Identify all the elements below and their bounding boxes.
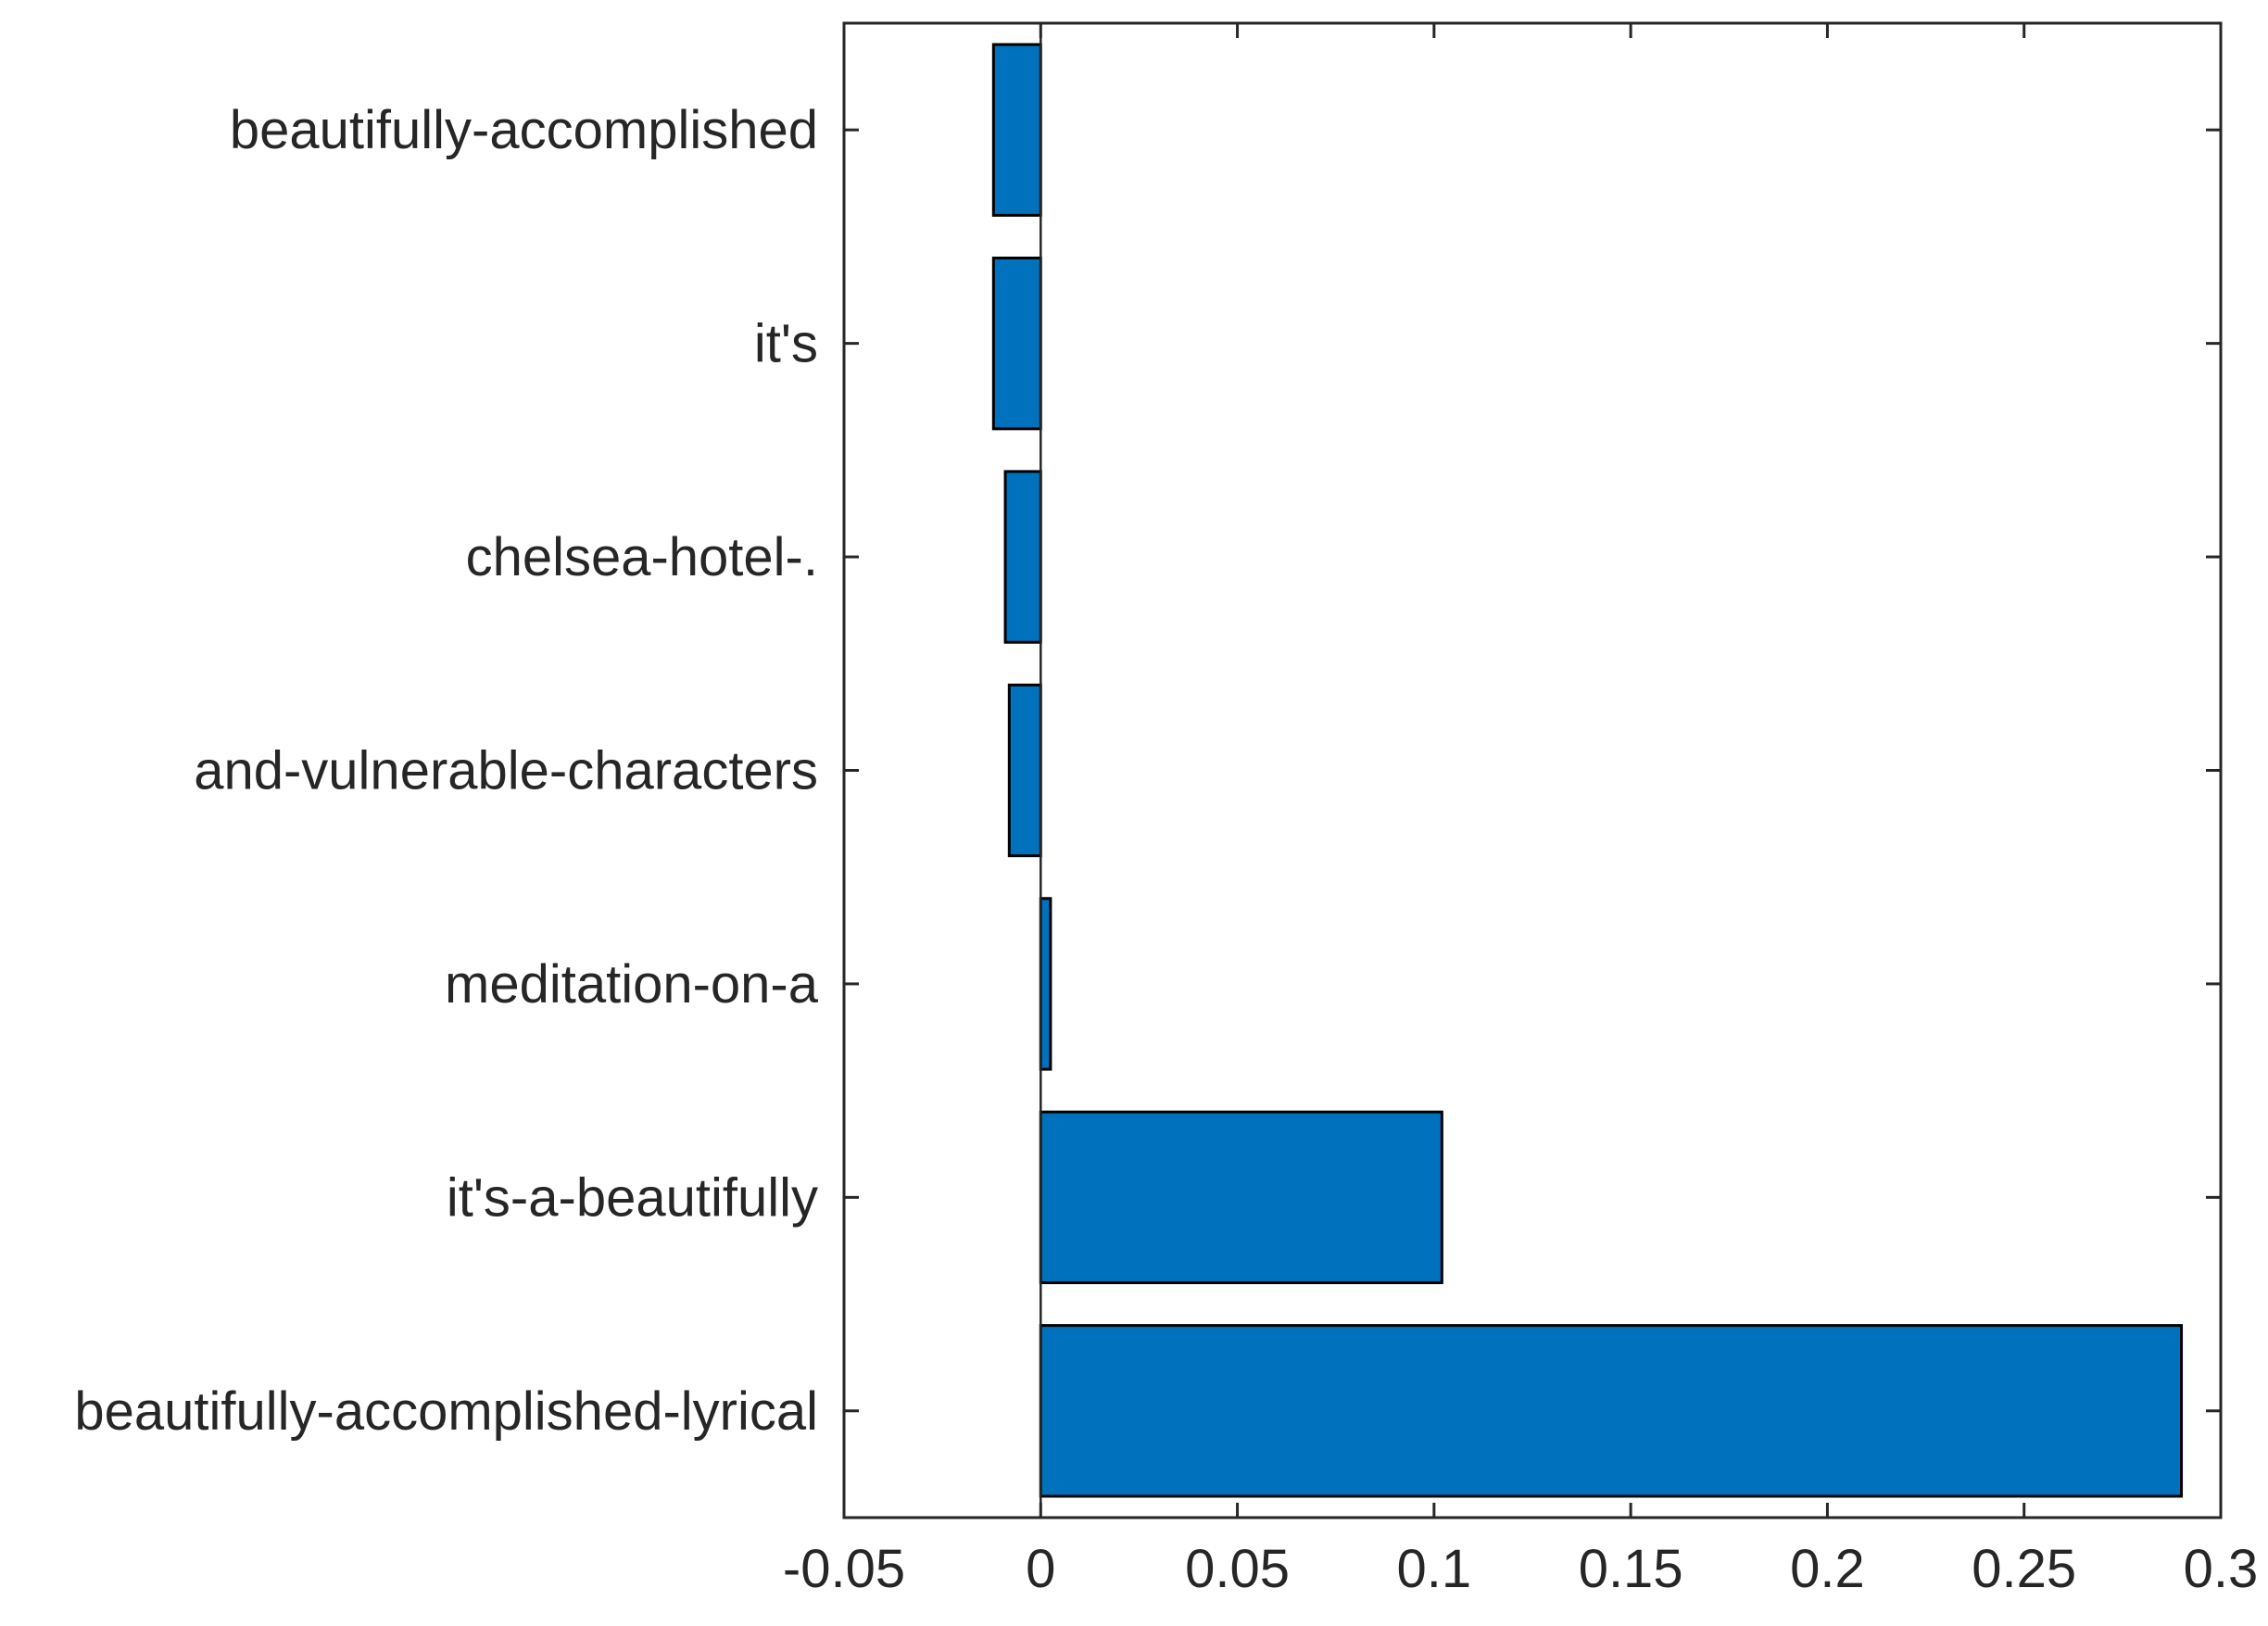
- bar-4: [1007, 683, 1042, 858]
- y-tick-label: meditation-on-a: [445, 954, 819, 1015]
- bar-6: [1039, 1110, 1443, 1285]
- y-tick-label: beautifully-accomplished: [230, 100, 818, 160]
- labels-layer: -0.05 0 0.05 0.1 0.15 0.2 0.25 0.3 beautifully-a…: [74, 100, 2258, 1599]
- plot-box: [842, 21, 2223, 1519]
- x-tick-label: 0.2: [1790, 1539, 1865, 1599]
- x-tick-label: 0.25: [1972, 1539, 2076, 1599]
- bars-layer: [991, 43, 2184, 1498]
- x-tick-label: 0: [1026, 1539, 1055, 1599]
- y-tick-label: chelsea-hotel-.: [466, 527, 818, 587]
- y-tick-label: it's-a-beautifully: [447, 1167, 818, 1228]
- bar-3: [1003, 470, 1042, 644]
- x-tick-label: 0.3: [2184, 1539, 2259, 1599]
- bar-1: [991, 43, 1042, 217]
- x-tick-label: 0.1: [1397, 1539, 1472, 1599]
- x-tick-label: 0.15: [1579, 1539, 1683, 1599]
- x-tick-label: -0.05: [783, 1539, 905, 1599]
- bar-7: [1039, 1324, 2184, 1498]
- y-tick-label: beautifully-accomplished-lyrical: [74, 1381, 818, 1442]
- x-tick-label: 0.05: [1185, 1539, 1290, 1599]
- bar-5: [1039, 897, 1052, 1071]
- bar-2: [991, 256, 1042, 431]
- axes-layer: [842, 21, 2223, 1519]
- y-tick-label: and-vulnerable-characters: [194, 741, 818, 801]
- y-tick-label: it's: [754, 314, 818, 374]
